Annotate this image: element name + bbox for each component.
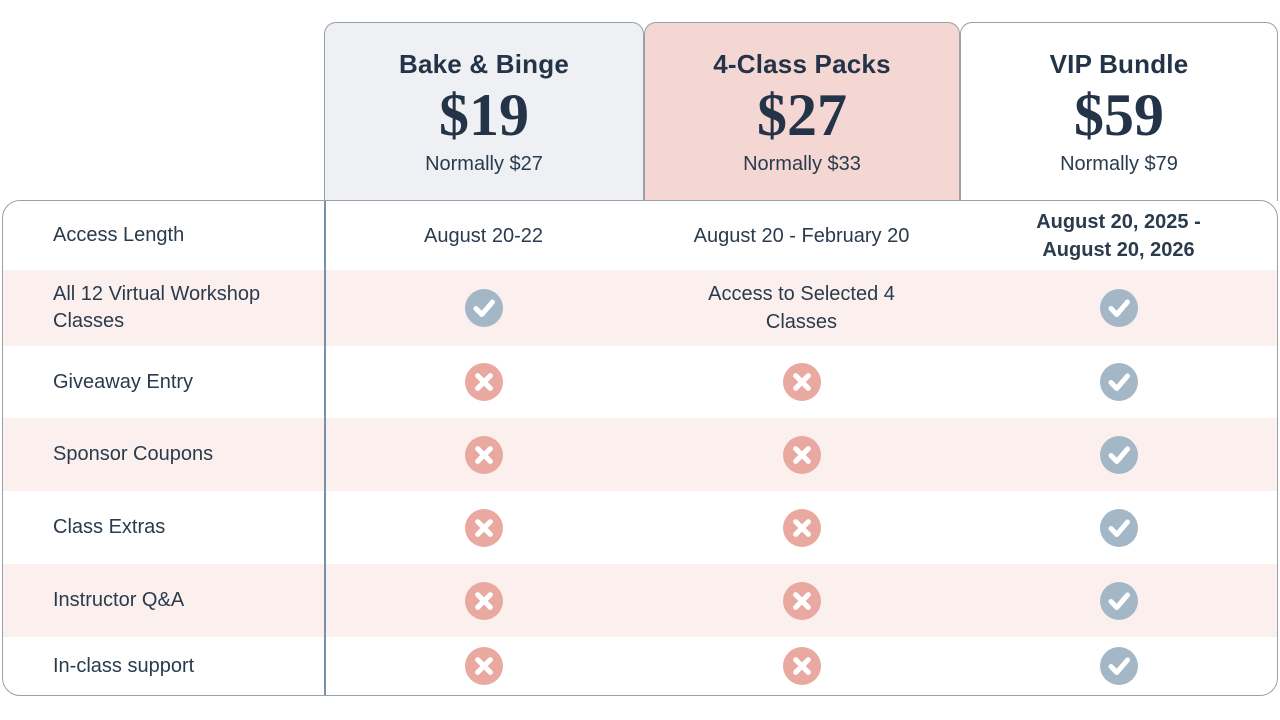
cross-icon	[464, 363, 503, 401]
cross-icon	[782, 363, 821, 401]
feature-row-all-classes: All 12 Virtual Workshop Classes Access t…	[3, 270, 1277, 346]
column-divider	[324, 201, 326, 695]
plan-card-vip-bundle: VIP Bundle $59 Normally $79	[960, 22, 1278, 201]
cross-icon	[464, 435, 503, 474]
feature-label: Access Length	[53, 224, 185, 246]
cross-icon	[782, 508, 821, 547]
cross-icon	[464, 581, 503, 620]
check-icon	[1099, 435, 1138, 474]
cross-icon	[464, 647, 503, 685]
plan-price: $27	[757, 81, 847, 148]
feature-row-instructor-qa: Instructor Q&A	[3, 564, 1277, 637]
plan-name: 4-Class Packs	[713, 48, 891, 79]
cross-icon	[464, 508, 503, 547]
feature-label: Class Extras	[53, 516, 166, 538]
feature-row-giveaway-entry: Giveaway Entry	[3, 346, 1277, 418]
feature-row-access-length: Access Length August 20-22 August 20 - F…	[3, 201, 1277, 270]
feature-row-sponsor-coupons: Sponsor Coupons	[3, 418, 1277, 491]
check-icon	[1099, 581, 1138, 620]
plan-card-bake-and-binge: Bake & Binge $19 Normally $27	[324, 22, 644, 201]
comparison-table: Access Length August 20-22 August 20 - F…	[2, 200, 1278, 696]
plan-name: VIP Bundle	[1049, 48, 1189, 79]
plan-normal-price: Normally $79	[1060, 152, 1178, 175]
feature-label: Sponsor Coupons	[53, 443, 214, 465]
feature-label: Giveaway Entry	[53, 370, 194, 393]
feature-label: In-class support	[53, 654, 195, 677]
feature-row-class-extras: Class Extras	[3, 491, 1277, 564]
plan-normal-price: Normally $27	[425, 152, 543, 175]
plan-normal-price: Normally $33	[743, 152, 861, 175]
check-icon	[1099, 289, 1138, 327]
cross-icon	[782, 581, 821, 620]
cross-icon	[782, 647, 821, 685]
feature-label: All 12 Virtual Workshop Classes	[53, 283, 261, 332]
check-icon	[1099, 647, 1138, 685]
check-icon	[1099, 508, 1138, 547]
access-length-vip: August 20, 2025 - August 20, 2026	[1036, 210, 1201, 261]
access-length-4-class: August 20 - February 20	[693, 224, 910, 247]
feature-row-in-class-support: In-class support	[3, 637, 1277, 695]
feature-label: Instructor Q&A	[53, 589, 185, 611]
plan-card-4-class-packs: 4-Class Packs $27 Normally $33	[644, 22, 960, 201]
plan-price: $59	[1074, 81, 1164, 148]
selected-classes-note: Access to Selected 4 Classes	[708, 283, 895, 333]
plan-price: $19	[439, 81, 529, 148]
check-icon	[464, 289, 503, 327]
plan-name: Bake & Binge	[398, 48, 569, 79]
access-length-bake-binge: August 20-22	[424, 224, 543, 247]
check-icon	[1099, 363, 1138, 401]
cross-icon	[782, 435, 821, 474]
